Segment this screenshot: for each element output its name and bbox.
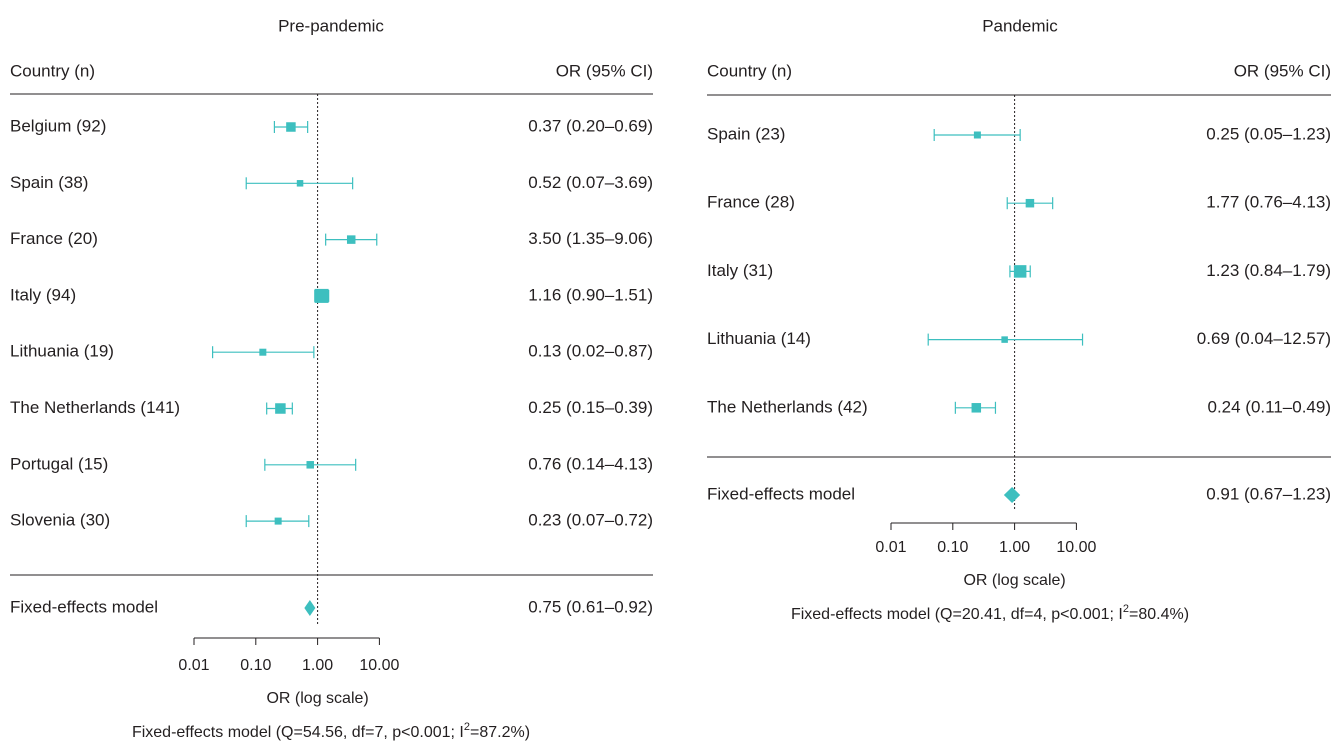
row-or-ci: 0.37 (0.20–0.69) (528, 116, 653, 135)
row-or-ci: 3.50 (1.35–9.06) (528, 229, 653, 248)
forest-row: Spain (23) 0.25 (0.05–1.23) (707, 124, 1331, 143)
footnote-text: Fixed-effects model (Q=54.56, df=7, p<0.… (132, 724, 464, 741)
x-tick-label: 0.10 (937, 539, 968, 556)
row-or-ci: 0.52 (0.07–3.69) (528, 173, 653, 192)
row-label: Spain (23) (707, 124, 785, 143)
row-label: Lithuania (19) (10, 342, 114, 361)
row-label: The Netherlands (141) (10, 398, 180, 417)
point-estimate (306, 461, 314, 469)
point-estimate (275, 403, 286, 414)
x-tick-label: 1.00 (302, 657, 333, 674)
model-footnote: Fixed-effects model (Q=54.56, df=7, p<0.… (132, 721, 530, 741)
forest-row: Lithuania (19) 0.13 (0.02–0.87) (10, 342, 653, 361)
x-tick-label: 10.00 (359, 657, 399, 674)
forest-row: Belgium (92) 0.37 (0.20–0.69) (10, 116, 653, 135)
row-or-ci: 0.25 (0.15–0.39) (528, 398, 653, 417)
point-estimate (346, 235, 356, 244)
point-estimate (1001, 336, 1008, 343)
point-estimate (973, 131, 981, 139)
header-or-ci: OR (95% CI) (556, 61, 653, 80)
point-estimate (1013, 265, 1027, 278)
header-country: Country (n) (10, 61, 95, 80)
footnote-superscript: 2 (1123, 603, 1129, 615)
point-estimate (296, 180, 304, 187)
panel-title: Pandemic (982, 16, 1058, 35)
panel-title: Pre-pandemic (278, 16, 384, 35)
row-or-ci: 1.16 (0.90–1.51) (528, 285, 653, 304)
footnote-text: Fixed-effects model (Q=20.41, df=4, p<0.… (791, 606, 1123, 623)
row-or-ci: 0.69 (0.04–12.57) (1197, 329, 1331, 348)
summary-diamond (304, 600, 316, 616)
footnote-superscript: 2 (464, 721, 470, 733)
x-axis-label: OR (log scale) (266, 690, 368, 707)
summary-row: Fixed-effects model 0.75 (0.61–0.92) (10, 597, 653, 616)
footnote-text: =87.2%) (470, 724, 530, 741)
row-label: Italy (94) (10, 285, 76, 304)
header-country: Country (n) (707, 61, 792, 80)
model-footnote: Fixed-effects model (Q=20.41, df=4, p<0.… (791, 603, 1189, 623)
forest-row: Portugal (15) 0.76 (0.14–4.13) (10, 454, 653, 473)
row-label: Portugal (15) (10, 454, 108, 473)
row-or-ci: 0.76 (0.14–4.13) (528, 454, 653, 473)
point-estimate (286, 122, 296, 132)
forest-row: Slovenia (30) 0.23 (0.07–0.72) (10, 511, 653, 530)
pandemic-panel: Pandemic Country (n) OR (95% CI) Spain (23)… (707, 16, 1331, 623)
point-estimate (259, 348, 267, 356)
forest-row: France (20) 3.50 (1.35–9.06) (10, 229, 653, 248)
x-tick-label: 10.00 (1056, 539, 1096, 556)
row-label: Spain (38) (10, 173, 88, 192)
row-or-ci: 0.23 (0.07–0.72) (528, 511, 653, 530)
forest-row: Italy (94) 1.16 (0.90–1.51) (10, 285, 653, 304)
forest-row: France (28) 1.77 (0.76–4.13) (707, 193, 1331, 212)
row-label: France (28) (707, 193, 795, 212)
row-or-ci: 0.13 (0.02–0.87) (528, 342, 653, 361)
x-axis: 0.01 0.10 1.00 10.00 OR (log scale) (178, 637, 400, 707)
row-or-ci: 1.77 (0.76–4.13) (1206, 193, 1331, 212)
forest-row: Lithuania (14) 0.69 (0.04–12.57) (707, 329, 1331, 348)
x-tick-label: 0.10 (240, 657, 271, 674)
row-label: France (20) (10, 229, 98, 248)
forest-row: Italy (31) 1.23 (0.84–1.79) (707, 261, 1331, 280)
row-label: Lithuania (14) (707, 329, 811, 348)
header-or-ci: OR (95% CI) (1234, 61, 1331, 80)
summary-or-ci: 0.91 (0.67–1.23) (1206, 484, 1331, 503)
row-or-ci: 0.25 (0.05–1.23) (1206, 124, 1331, 143)
x-axis: 0.01 0.10 1.00 10.00 OR (log scale) (875, 522, 1097, 589)
point-estimate (314, 288, 329, 303)
pre-pandemic-panel: Pre-pandemic Country (n) OR (95% CI) Belgiu… (10, 16, 653, 741)
x-axis-label: OR (log scale) (963, 572, 1065, 589)
row-or-ci: 1.23 (0.84–1.79) (1206, 261, 1331, 280)
forest-row: The Netherlands (42) 0.24 (0.11–0.49) (707, 397, 1331, 416)
footnote-text: =80.4%) (1129, 606, 1189, 623)
point-estimate (971, 403, 982, 413)
forest-row: Spain (38) 0.52 (0.07–3.69) (10, 173, 653, 192)
point-estimate (274, 517, 282, 525)
point-estimate (1025, 198, 1035, 208)
summary-or-ci: 0.75 (0.61–0.92) (528, 597, 653, 616)
summary-label: Fixed-effects model (707, 484, 855, 503)
row-label: Italy (31) (707, 261, 773, 280)
row-label: The Netherlands (42) (707, 397, 868, 416)
x-tick-label: 0.01 (875, 539, 906, 556)
forest-row: The Netherlands (141) 0.25 (0.15–0.39) (10, 398, 653, 417)
x-tick-label: 1.00 (999, 539, 1030, 556)
summary-diamond (1003, 487, 1021, 503)
row-or-ci: 0.24 (0.11–0.49) (1208, 397, 1332, 416)
summary-label: Fixed-effects model (10, 597, 158, 616)
row-label: Slovenia (30) (10, 511, 110, 530)
row-label: Belgium (92) (10, 116, 106, 135)
summary-row: Fixed-effects model 0.91 (0.67–1.23) (707, 484, 1331, 503)
x-tick-label: 0.01 (178, 657, 209, 674)
